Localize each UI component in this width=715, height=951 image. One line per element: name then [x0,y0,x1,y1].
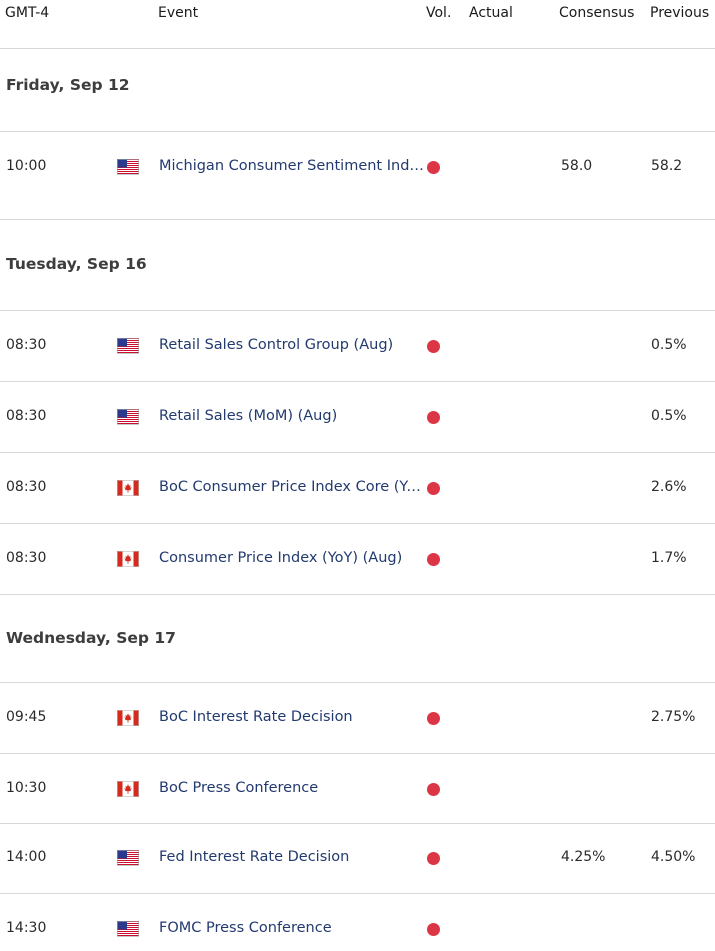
row-divider [0,682,715,683]
event-name-link[interactable]: Michigan Consumer Sentiment Index (Sep) [159,158,424,174]
ca-flag-icon [117,551,139,567]
date-heading: Wednesday, Sep 17 [6,629,176,647]
row-divider [0,310,715,311]
volatility-high-indicator [427,161,440,174]
event-time: 14:00 [6,849,47,865]
previous-value: 58.2 [651,158,683,174]
event-time: 08:30 [6,337,47,353]
event-header: Event [158,5,199,21]
volatility-high-indicator [427,923,440,936]
consensus-value: 58.0 [561,158,593,174]
date-heading: Friday, Sep 12 [6,76,130,94]
row-divider [0,523,715,524]
ca-flag-icon [117,781,139,797]
volatility-high-indicator [427,340,440,353]
volatility-high-indicator [427,783,440,796]
actual-header: Actual [469,5,513,21]
previous-header: Previous [650,5,710,21]
ca-flag-icon [117,480,139,496]
row-divider [0,131,715,132]
consensus-value: 4.25% [561,849,606,865]
consensus-header: Consensus [559,5,635,21]
event-name-link[interactable]: Retail Sales Control Group (Aug) [159,337,394,353]
event-time: 10:30 [6,780,47,796]
previous-value: 0.5% [651,337,687,353]
event-name-link[interactable]: Consumer Price Index (YoY) (Aug) [159,550,403,566]
volatility-high-indicator [427,712,440,725]
row-divider [0,594,715,595]
previous-value: 4.50% [651,849,696,865]
volatility-high-indicator [427,482,440,495]
us-flag-icon [117,921,139,937]
volatility-high-indicator [427,553,440,566]
timezone-header: GMT-4 [5,5,50,21]
volatility-header: Vol. [426,5,452,21]
ca-flag-icon [117,710,139,726]
us-flag-icon [117,338,139,354]
us-flag-icon [117,850,139,866]
volatility-high-indicator [427,852,440,865]
event-time: 08:30 [6,550,47,566]
row-divider [0,219,715,220]
event-name-link[interactable]: BoC Press Conference [159,780,319,796]
date-heading: Tuesday, Sep 16 [6,255,147,273]
previous-value: 1.7% [651,550,687,566]
volatility-high-indicator [427,411,440,424]
event-name-link[interactable]: Retail Sales (MoM) (Aug) [159,408,338,424]
event-time: 14:30 [6,920,47,936]
event-time: 09:45 [6,709,47,725]
row-divider [0,381,715,382]
event-name-link[interactable]: Fed Interest Rate Decision [159,849,350,865]
event-time: 10:00 [6,158,47,174]
row-divider [0,753,715,754]
previous-value: 2.75% [651,709,696,725]
previous-value: 2.6% [651,479,687,495]
row-divider [0,452,715,453]
row-divider [0,48,715,49]
event-time: 08:30 [6,479,47,495]
us-flag-icon [117,409,139,425]
us-flag-icon [117,159,139,175]
event-name-link[interactable]: BoC Interest Rate Decision [159,709,353,725]
row-divider [0,893,715,894]
previous-value: 0.5% [651,408,687,424]
event-name-link[interactable]: FOMC Press Conference [159,920,332,936]
event-name-link[interactable]: BoC Consumer Price Index Core (YoY) (Aug… [159,479,424,495]
event-time: 08:30 [6,408,47,424]
row-divider [0,823,715,824]
